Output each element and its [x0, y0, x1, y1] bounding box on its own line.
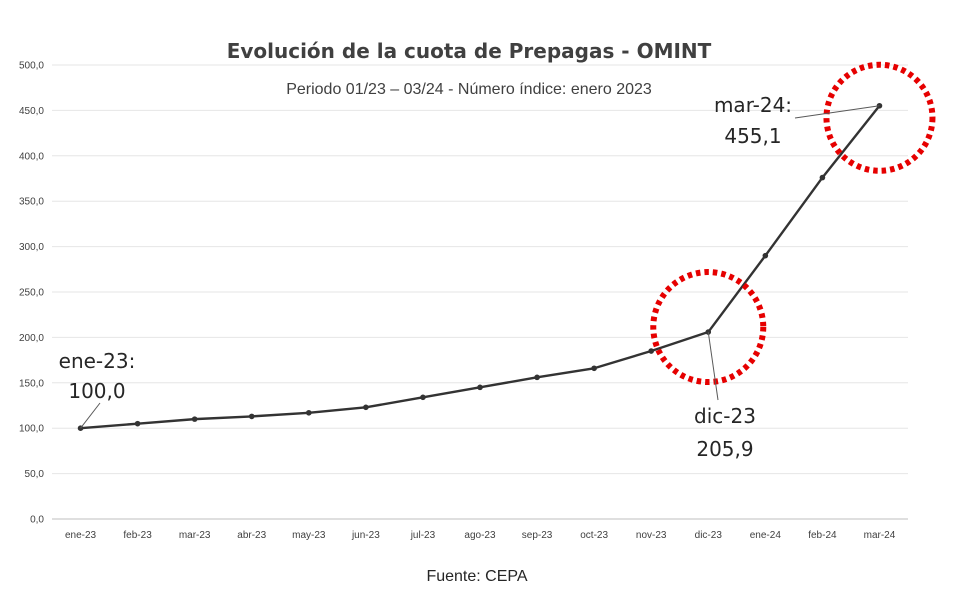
annotations: ene-23: 100,0 dic-23 205,9 mar-24: 455,1	[59, 93, 880, 461]
y-tick-label: 150,0	[19, 378, 44, 389]
x-tick-label: mar-24	[864, 530, 896, 541]
callout-value: 100,0	[68, 379, 125, 403]
x-tick-label: feb-24	[808, 530, 837, 541]
highlight-circles	[650, 61, 936, 386]
chart-subtitle: Periodo 01/23 – 03/24 - Número índice: e…	[286, 81, 652, 98]
x-tick-label: mar-23	[179, 530, 211, 541]
data-point	[819, 174, 826, 181]
data-point	[191, 416, 198, 422]
y-axis-ticks: 0,0 50,0 100,0 150,0 200,0 250,0 300,0 350,0 400…	[19, 61, 44, 526]
x-axis-ticks: ene-23 feb-23 mar-23 abr-23 may-23 jun-23 jul-…	[65, 530, 896, 541]
callout-label: dic-23	[694, 404, 756, 428]
x-tick-label: abr-23	[237, 530, 266, 541]
data-point	[248, 413, 255, 420]
y-tick-label: 0,0	[30, 515, 44, 526]
data-point	[306, 409, 312, 416]
source-note: Fuente: CEPA	[426, 568, 527, 585]
callout-label: mar-24:	[714, 93, 792, 117]
chart-title: Evolución de la cuota de Prepagas - OMIN…	[227, 39, 712, 63]
y-tick-label: 250,0	[19, 288, 44, 299]
y-tick-label: 100,0	[19, 424, 44, 435]
x-tick-label: ago-23	[464, 530, 496, 541]
callout-value: 205,9	[696, 437, 753, 461]
y-tick-label: 500,0	[19, 61, 44, 72]
data-point	[591, 365, 597, 372]
x-tick-label: dic-23	[695, 530, 723, 541]
data-point	[648, 348, 654, 354]
gridlines	[52, 64, 908, 520]
data-point	[134, 420, 141, 427]
x-tick-label: feb-23	[123, 530, 152, 541]
x-tick-label: nov-23	[636, 530, 667, 541]
y-tick-label: 200,0	[19, 333, 44, 344]
data-point	[363, 404, 369, 411]
callout-leader	[794, 105, 880, 119]
x-tick-label: jun-23	[351, 530, 380, 541]
data-point	[876, 102, 883, 109]
callout-leader	[707, 331, 719, 401]
x-tick-label: jul-23	[410, 530, 436, 541]
x-tick-label: sep-23	[522, 530, 553, 541]
y-tick-label: 300,0	[19, 242, 44, 253]
data-point	[477, 384, 483, 391]
x-tick-label: may-23	[292, 530, 326, 541]
series-path	[80, 105, 881, 430]
highlight-circle	[650, 269, 767, 386]
y-tick-label: 400,0	[19, 151, 44, 162]
x-tick-label: oct-23	[580, 530, 608, 541]
data-point	[420, 394, 426, 401]
callout-label: ene-23:	[59, 349, 136, 373]
callout-value: 455,1	[724, 124, 781, 148]
y-tick-label: 450,0	[19, 106, 44, 117]
data-point	[762, 252, 769, 259]
x-tick-label: ene-23	[65, 530, 97, 541]
data-point	[534, 374, 540, 381]
callout-leader	[80, 402, 101, 429]
y-tick-label: 350,0	[19, 197, 44, 208]
series-line	[77, 102, 883, 432]
y-tick-label: 50,0	[25, 469, 45, 480]
highlight-circle	[823, 61, 936, 174]
x-tick-label: ene-24	[750, 530, 782, 541]
